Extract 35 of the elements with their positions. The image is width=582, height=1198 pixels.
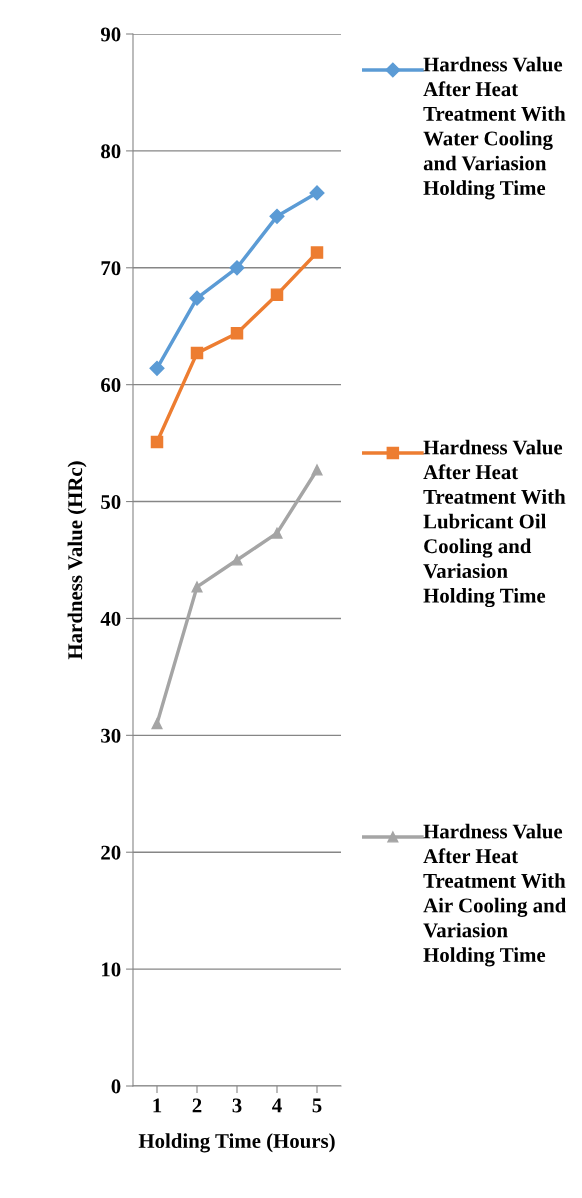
point <box>229 260 245 276</box>
point <box>231 554 243 566</box>
y-tick-label: 30 <box>101 728 121 743</box>
legend-label: Hardness Value After Heat Treatment With Air Cooling and Variasion Holding Time <box>423 823 567 967</box>
x-tick-label: 5 <box>312 1098 322 1113</box>
point <box>190 346 204 360</box>
x-tick-label: 3 <box>232 1098 242 1113</box>
y-axis-title: Hardness Value (HRc) <box>67 461 87 660</box>
point <box>269 208 285 224</box>
point <box>151 718 163 730</box>
legend-label: Hardness Value After Heat Treatment With Water Cooling and Variasion Holding Time <box>423 56 566 200</box>
y-tick-label: 70 <box>101 261 121 276</box>
point <box>150 435 164 449</box>
point <box>309 185 325 201</box>
y-tick-label: 0 <box>111 1079 121 1094</box>
y-tick-label: 20 <box>101 845 121 860</box>
x-tick-label: 1 <box>153 1098 162 1113</box>
point <box>270 288 284 301</box>
y-tick-label: 40 <box>100 611 121 626</box>
point <box>149 360 165 376</box>
legend-label: Hardness Value After Heat Treatment With Lubricant Oil Cooling and Variasion Holding Time <box>423 439 566 608</box>
point <box>230 326 244 340</box>
x-axis-title: Holding Time (Hours) <box>138 1133 335 1153</box>
y-tick-label: 10 <box>102 962 121 977</box>
point <box>311 464 323 476</box>
x-tick-label: 4 <box>272 1098 282 1113</box>
y-tick-label: 80 <box>101 144 121 159</box>
point <box>271 527 283 539</box>
y-tick-label: 50 <box>101 494 121 509</box>
y-tick-label: 60 <box>101 378 121 393</box>
point <box>310 246 324 259</box>
point <box>189 290 205 306</box>
x-tick-label: 2 <box>192 1098 202 1113</box>
point <box>191 581 203 593</box>
y-tick-label: 90 <box>100 27 121 42</box>
